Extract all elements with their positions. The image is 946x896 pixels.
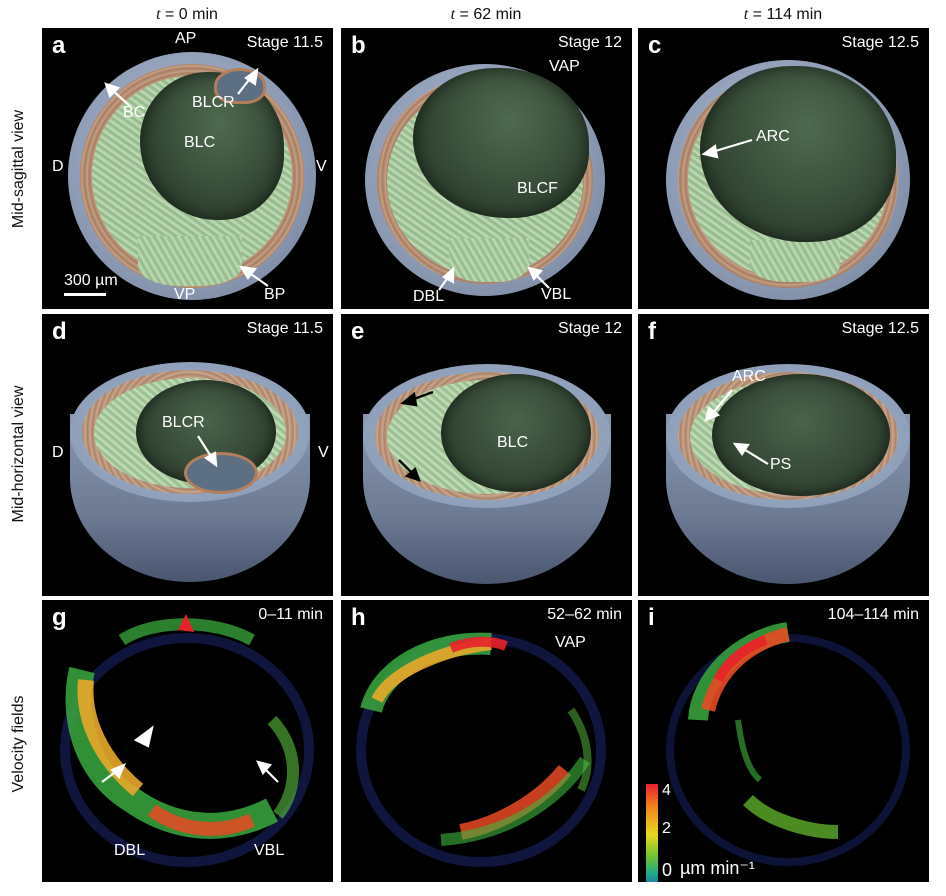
stage-label: Stage 12.5 [841,34,919,51]
velocity-field-g [60,614,314,867]
label-dbl: DBL [114,842,146,859]
panel-d: d Stage 11.5 BLCR D V [42,314,333,596]
velocity-colorbar [646,784,658,882]
label-blcf: BLCF [517,180,558,197]
stage-label: Stage 12 [557,320,622,337]
stage-label: Stage 11.5 [246,320,323,337]
panel-letter: d [52,318,67,345]
blastocoel-cavity [712,374,890,496]
panel-g: g 0–11 min DBL VBL [42,600,333,882]
panel-letter: a [52,32,66,59]
label-vbl: VBL [254,842,285,859]
colorbar-min-label: 0 [662,860,673,880]
panel-f: f Stage 12.5 ARC PS [638,314,929,596]
stage-label: Stage 12 [557,34,622,51]
label-ps: PS [770,456,792,473]
time-value: = 114 min [748,6,823,23]
blastocoel-roof-region [184,452,258,494]
panel-letter: f [648,318,656,345]
stage-label: Stage 12.5 [841,320,919,337]
row-label-velocity: Velocity fields [10,695,27,793]
panel-h: h 52–62 min VAP [341,600,632,882]
stage-label: Stage 11.5 [246,34,323,51]
label-blc: BLC [497,434,529,451]
colorbar-mid-label: 2 [662,820,671,837]
time-value: = 0 min [160,6,218,23]
label-blc: BLC [184,134,216,151]
panel-letter: g [52,604,67,631]
label-blcr: BLCR [192,94,235,111]
colorbar-unit-label: µm min⁻¹ [680,858,755,878]
label-ap: AP [175,30,197,47]
panel-letter: i [648,604,655,631]
time-symbol: t [743,6,749,23]
panel-e: e Stage 12 BLC [341,314,632,596]
column-title-t114: t = 114 min [638,6,928,24]
blastopore-plug [449,238,529,282]
red-arrowhead [178,614,194,632]
panel-a: a Stage 11.5 AP BC BLCR BLC D V VP BP 30… [42,28,333,309]
label-arc: ARC [756,128,790,145]
label-v: V [318,444,329,461]
row-label-horizontal: Mid-horizontal view [10,385,27,523]
label-v: V [316,158,327,175]
blastopore-plug [750,240,840,282]
column-title-t0: t = 0 min [42,6,332,24]
time-window-label: 0–11 min [258,606,323,623]
time-window-label: 52–62 min [547,606,622,623]
panel-letter: b [351,32,366,59]
blastocoel-cavity [441,374,591,492]
panel-i: i 104–114 min 4 2 0 µm min⁻¹ [638,600,929,882]
blastocoel-cavity [413,68,589,218]
panel-letter: h [351,604,366,631]
blastocoel-cavity [700,66,896,242]
label-vp: VP [174,286,196,303]
velocity-field-i [666,622,910,866]
colorbar-max-label: 4 [662,782,671,799]
panel-letter: e [351,318,365,345]
time-symbol: t [156,6,161,23]
blastopore-plug [138,236,242,286]
label-d: D [52,444,64,461]
label-vap: VAP [555,634,586,651]
time-window-label: 104–114 min [827,606,919,623]
time-symbol: t [450,6,456,23]
scale-bar-label: 300 µm [64,272,118,289]
label-vap: VAP [549,58,580,75]
label-blcr: BLCR [162,414,205,431]
column-title-t62: t = 62 min [341,6,631,24]
label-arc: ARC [732,368,766,385]
panel-c: c Stage 12.5 ARC [638,28,929,309]
label-d: D [52,158,64,175]
velocity-field-h [356,632,606,867]
row-label-sagittal: Mid-sagittal view [10,109,27,229]
panel-letter: c [648,32,662,59]
scale-bar [64,293,106,296]
label-bp: BP [264,286,286,303]
panel-b: b Stage 12 VAP BLCF DBL VBL [341,28,632,309]
label-bc: BC [123,104,146,121]
label-vbl: VBL [541,286,572,303]
label-dbl: DBL [413,288,445,305]
time-value: = 62 min [455,6,522,23]
